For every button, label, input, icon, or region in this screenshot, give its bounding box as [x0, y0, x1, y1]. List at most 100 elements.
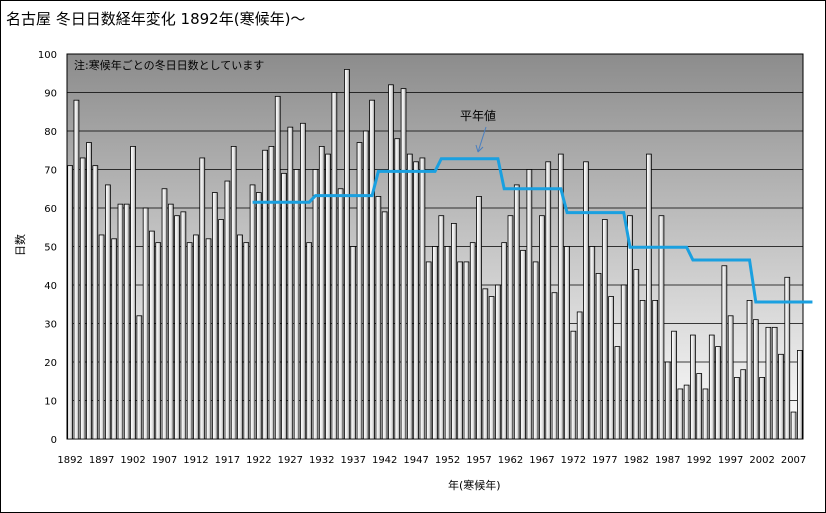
y-tick-label: 30 [44, 320, 57, 331]
bar [595, 273, 602, 440]
bar [551, 292, 558, 440]
arrow-head-icon [475, 144, 484, 153]
x-tick-label: 1912 [183, 455, 208, 466]
bar [105, 184, 111, 440]
bar [79, 157, 86, 440]
bar [620, 284, 627, 440]
bar [759, 376, 765, 440]
bar [683, 384, 690, 440]
bar [545, 161, 552, 440]
y-tick-label: 0 [51, 435, 57, 446]
y-tick-label: 100 [38, 50, 57, 61]
bar [262, 149, 269, 440]
bar [356, 142, 363, 440]
bar [243, 242, 250, 440]
bar [589, 246, 596, 440]
x-tick-label: 1927 [278, 455, 303, 466]
bar [193, 234, 199, 440]
bar [432, 246, 438, 440]
bar [211, 192, 218, 440]
bar [205, 238, 212, 440]
x-tick-label: 1917 [215, 455, 240, 466]
bar [123, 203, 130, 440]
bar [362, 130, 369, 440]
bar [564, 246, 570, 440]
bar [740, 369, 747, 440]
bar [639, 299, 646, 440]
bar [350, 246, 357, 440]
bar [570, 330, 577, 440]
bar [746, 299, 753, 440]
bar [784, 276, 791, 440]
normals-step-line [252, 157, 813, 304]
bar [664, 361, 671, 440]
bar [331, 92, 338, 440]
bar [312, 169, 319, 440]
bar [337, 188, 344, 440]
bar [646, 153, 652, 440]
x-tick-label: 1957 [466, 455, 491, 466]
bar [400, 88, 407, 440]
x-tick-label: 1972 [561, 455, 586, 466]
x-tick-label: 1997 [718, 455, 743, 466]
x-tick-label: 2007 [781, 455, 806, 466]
bar [438, 215, 445, 440]
bar [652, 299, 659, 440]
bar [463, 261, 470, 440]
bar [142, 207, 149, 440]
bar [444, 246, 451, 440]
bar [482, 288, 489, 440]
bar [627, 215, 633, 440]
bar [476, 196, 482, 440]
bar [237, 234, 243, 440]
y-axis-title: 日数 [14, 234, 27, 256]
y-tick-label: 20 [44, 358, 57, 369]
bar [771, 326, 778, 440]
bar [557, 153, 564, 440]
bar [287, 126, 294, 440]
x-tick-label: 1967 [529, 455, 554, 466]
x-tick-label: 1907 [152, 455, 177, 466]
bar [658, 215, 665, 440]
x-tick-label: 1902 [120, 455, 145, 466]
x-tick-label: 1892 [57, 455, 82, 466]
x-tick-label: 1982 [624, 455, 649, 466]
bar [601, 219, 608, 440]
bar [117, 203, 124, 440]
bar [186, 242, 193, 440]
bar [218, 219, 224, 440]
bar [161, 188, 168, 440]
bar [520, 249, 526, 440]
bar [318, 145, 325, 440]
bar [425, 261, 432, 440]
y-tick-label: 90 [44, 89, 57, 100]
bar [388, 84, 394, 440]
bar [752, 319, 759, 440]
x-tick-label: 1952 [435, 455, 460, 466]
bar [230, 145, 237, 440]
bar [715, 346, 721, 440]
bar [488, 296, 495, 440]
bar [406, 153, 413, 440]
bar [419, 157, 426, 440]
bar [136, 315, 143, 440]
bar [256, 192, 262, 440]
bar [381, 211, 388, 440]
bar [790, 411, 797, 440]
bar [344, 69, 350, 440]
bar [708, 334, 715, 440]
bar [274, 95, 281, 440]
bar [394, 138, 401, 440]
bar [281, 172, 287, 440]
bar [224, 180, 231, 440]
bar [576, 311, 583, 440]
bar [633, 269, 640, 440]
normals-line [252, 126, 813, 304]
bar [797, 350, 803, 440]
normals-label: 平年値 [460, 108, 496, 123]
bar [293, 169, 300, 440]
bar [469, 242, 476, 440]
bar [73, 99, 80, 440]
chart-note: 注:寒候年ごとの冬日日数としています [74, 58, 264, 72]
x-tick-label: 1977 [592, 455, 617, 466]
